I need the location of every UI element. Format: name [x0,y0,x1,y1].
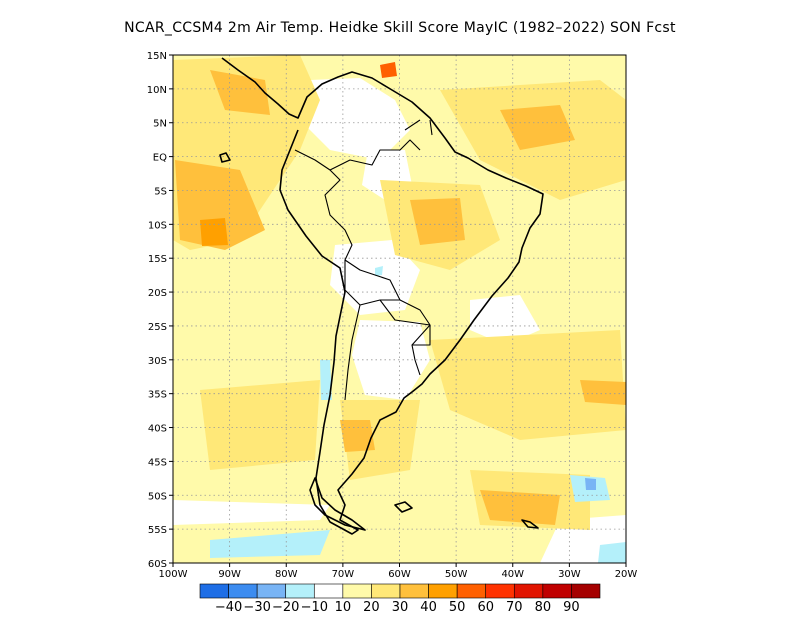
lon-tick-label: 50W [445,569,468,580]
colorbar-label: −20 [272,600,299,615]
grid-lines [173,55,626,563]
lat-tick-label: 60S [148,559,167,570]
lon-tick-label: 90W [218,569,241,580]
country-borders [294,119,433,401]
colorbar-label: 90 [563,600,580,615]
field-orange-patch [340,420,375,452]
colorbar-label: −10 [301,600,328,615]
colorbar-swatch [428,583,458,599]
longitude-axis: 100W 90W 80W 70W 60W 50W 40W 30W 20W [159,563,638,580]
colorbar-swatch [571,583,601,599]
colorbar-swatch [371,583,401,599]
lat-tick-label: 50S [148,491,167,502]
colorbar-label: 60 [477,600,494,615]
field-orange-patch [580,380,626,405]
lat-tick-label: 55S [148,525,167,536]
chart-title: NCAR_CCSM4 2m Air Temp. Heidke Skill Sco… [124,20,676,36]
field-red-patch [380,62,397,78]
field-orange-patch [500,105,575,150]
field-blue-patch [598,542,626,563]
coastline [219,57,544,535]
colorbar-swatch [399,583,429,599]
field-white-patch [470,295,540,345]
lat-tick-label: 5S [154,186,167,197]
south-america-coastline [221,57,544,535]
colorbar-swatch [199,583,229,599]
field-blue-patch [375,266,383,276]
lat-tick-label: 35S [148,390,167,401]
field-blue-patch [210,530,330,558]
lon-tick-label: 60W [388,569,411,580]
south-georgia [521,519,539,529]
lon-tick-label: 20W [615,569,638,580]
field-white-patch [352,320,430,400]
field-orange-patch [175,160,265,250]
lon-tick-label: 100W [159,569,188,580]
lat-tick-label: 30S [148,356,167,367]
lat-tick-label: 40S [148,424,167,435]
skill-field [173,55,626,563]
field-orange-patch [410,198,465,245]
field-orange-patch [480,490,560,525]
galapagos-islands [219,152,231,163]
colorbar-label: −30 [243,600,270,615]
lat-tick-label: 20S [148,288,167,299]
field-white-patch [330,240,420,315]
field-orange-patch [200,218,228,246]
colorbar-label: 40 [420,600,437,615]
colorbar-labels: −40 −30 −20 −10 10 20 30 40 50 60 70 80 90 [215,600,580,615]
field-white-patch [173,500,330,525]
colorbar-swatch [256,583,287,599]
colorbar-label: 30 [392,600,409,615]
field-white-patch [300,78,410,160]
colorbar-swatch [342,583,372,599]
field-blue-patch [585,478,596,490]
lat-tick-label: 15N [147,51,167,62]
colorbar-swatch [285,583,315,599]
lat-tick-label: 15S [148,254,167,265]
lon-tick-label: 80W [275,569,298,580]
tierra-del-fuego [309,477,366,531]
colorbar-swatch [456,583,487,599]
colorbar-label: 70 [506,600,523,615]
lat-tick-label: 45S [148,457,167,468]
latitude-axis: 15N 10N 5N EQ 5S 10S 15S 20S 25S 30S 35S 40S 45S 50S 5… [147,51,173,570]
falkland-islands [394,501,413,513]
colorbar-swatch [513,583,544,599]
field-yellow-patch [430,330,626,440]
lon-tick-label: 70W [332,569,355,580]
colorbar-swatch [485,583,515,599]
lat-tick-label: 5N [153,119,167,130]
lat-tick-label: 10N [147,85,167,96]
lat-tick-label: 10S [148,220,167,231]
lon-tick-label: 30W [558,569,581,580]
field-blue-patch [320,360,332,400]
colorbar-label: 20 [363,600,380,615]
colorbar-label: 50 [449,600,466,615]
lon-tick-label: 40W [501,569,524,580]
lat-tick-label: EQ [153,153,167,164]
colorbar-swatch [542,583,572,599]
lat-tick-label: 25S [148,322,167,333]
colorbar-swatch [313,583,344,599]
colorbar [199,583,601,599]
colorbar-label: 80 [535,600,552,615]
colorbar-label: −40 [215,600,242,615]
colorbar-label: 10 [335,600,352,615]
colorbar-swatch [228,583,258,599]
